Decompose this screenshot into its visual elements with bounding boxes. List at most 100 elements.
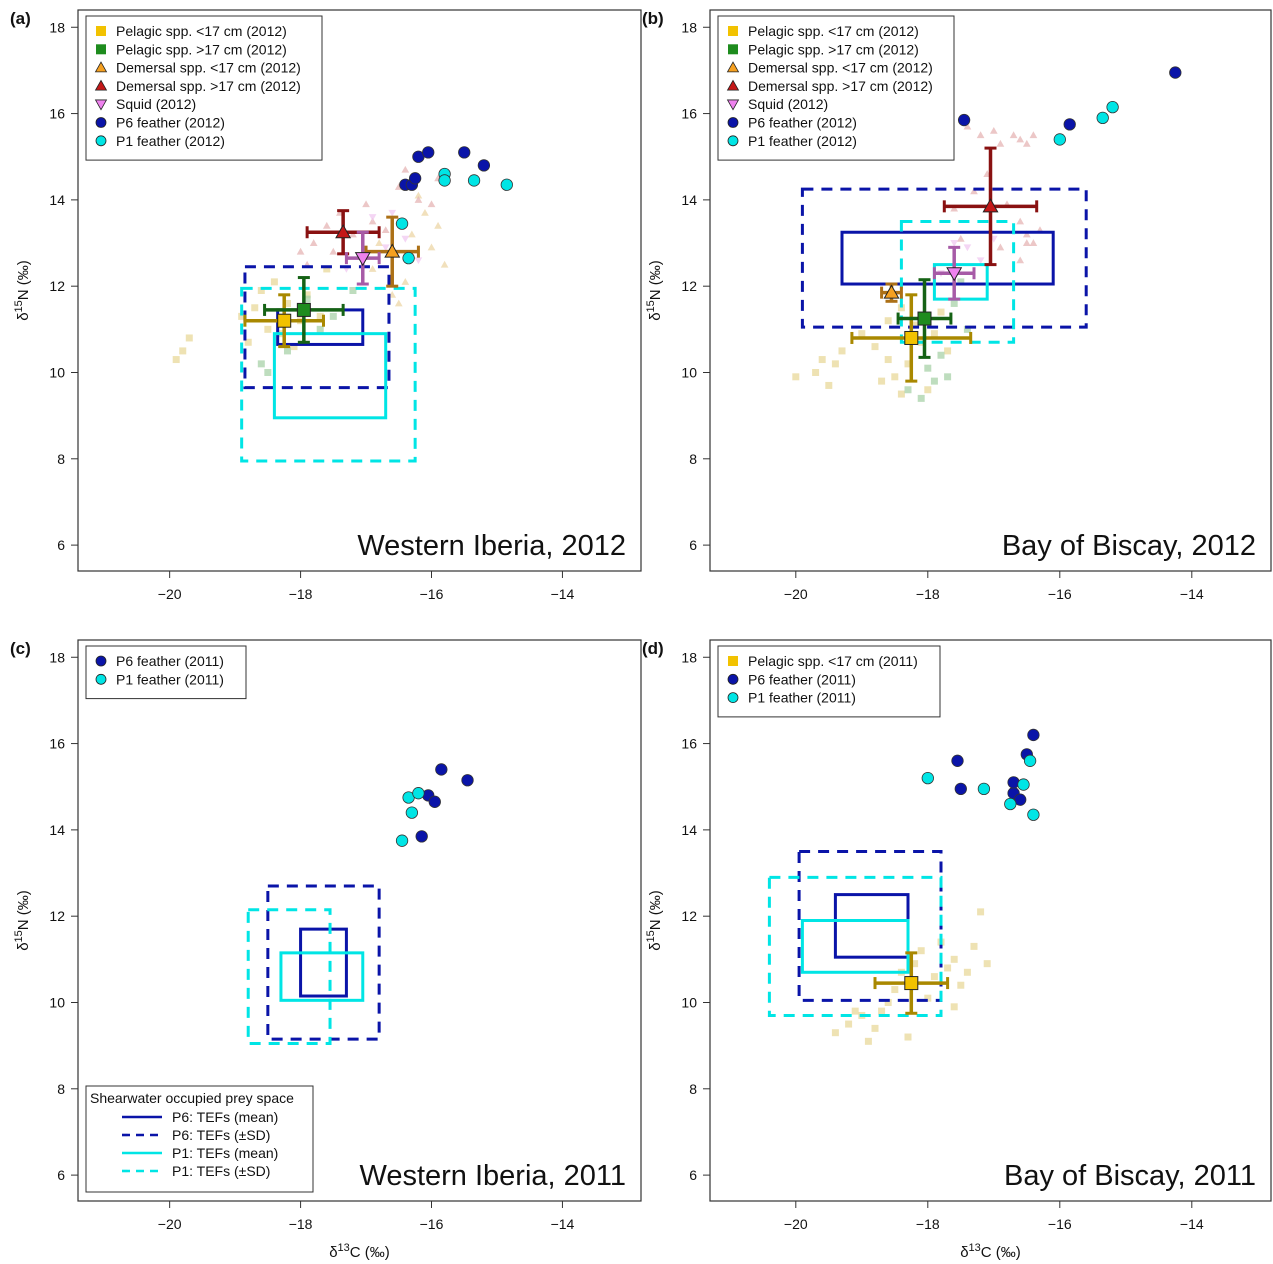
group-mean-marker [883,284,900,299]
raw-point [270,278,278,286]
raw-point [897,304,905,312]
raw-point [1016,217,1025,225]
raw-point [316,325,324,333]
legend-marker [726,61,740,73]
legend-box [717,645,941,718]
legend-label: P1 feather (2012) [116,133,225,149]
x-tick-label: −14 [551,586,575,602]
x-tick-label: −20 [158,1216,182,1232]
raw-point [957,981,965,989]
feather-point [422,146,435,159]
raw-point [368,265,377,272]
raw-point [891,986,899,994]
panel-b: (b) 6 8 10 12 14 16 18 −20 −18 −16 −14 δ15N (‰) Pelag… [642,9,1272,602]
x-tick-label: −16 [420,586,444,602]
y-tick-label: 14 [49,192,65,208]
feather-point [1096,111,1109,125]
feather-point [412,787,425,800]
feather-point [428,795,441,808]
y-tick-label: 6 [57,1167,65,1183]
legend-marker [726,99,740,111]
x-tick-label: −16 [420,1216,444,1232]
raw-point [917,947,925,955]
x-tick-label: −18 [289,1216,313,1232]
group-mean-marker [335,224,352,239]
feather-point [1017,778,1030,791]
y-tick-label: 8 [689,1081,697,1097]
plot-frame [77,9,642,572]
tef-mean-box [800,919,910,974]
raw-point [904,386,912,394]
panel-label: (b) [642,9,664,28]
raw-point [427,243,436,251]
panel-d: (d) 6 8 10 12 14 16 18 −20 −18 −16 −14 δ15N (‰) δ13C … [642,639,1272,1261]
x-axis-label: δ13C (‰) [329,1242,390,1261]
raw-point [172,356,180,364]
raw-point [381,244,390,252]
raw-point [963,244,972,252]
feather-point [1023,754,1037,767]
raw-point [858,330,866,338]
y-tick-label: 10 [49,994,65,1010]
raw-point [956,234,965,242]
raw-point [257,360,265,368]
feather-point [1053,133,1066,146]
raw-point [434,221,442,229]
y-tick-label: 12 [681,278,697,294]
plot-frame [709,9,1272,572]
raw-point [897,390,905,398]
raw-point [976,131,985,139]
tef-sd-box [767,875,943,1017]
raw-point [891,373,899,381]
group-mean-marker [946,267,963,282]
legend-marker [94,79,108,91]
legend-marker [728,656,738,666]
tef-sd-box [800,187,1088,329]
feather-point [477,159,491,172]
group-mean-marker [384,243,401,258]
plot-frame [77,639,642,1202]
raw-point [884,317,892,325]
y-tick-label: 14 [681,822,697,838]
tef-mean-box [932,263,989,301]
feather-point [1169,66,1182,79]
raw-point [283,299,291,307]
raw-point [818,356,826,364]
raw-point [401,278,410,285]
feather-point [1027,808,1040,821]
tef-mean-box [840,230,1055,286]
legend2-label: P6: TEFs (mean) [172,1109,278,1125]
group-mean-marker [277,313,292,328]
x-tick-label: −14 [551,1216,575,1232]
raw-point [911,321,919,329]
raw-point [944,964,952,972]
feather-point [951,754,964,767]
tef-mean-box [272,332,388,420]
y-tick-label: 10 [49,364,65,380]
raw-point [244,338,252,346]
legend-marker [95,117,107,128]
tef-sd-box [797,849,943,1002]
legend-marker [94,99,108,111]
y-tick-label: 14 [681,192,697,208]
panel-c: (c) 6 8 10 12 14 16 18 −20 −18 −16 −14 δ15N (‰) δ13C … [10,639,642,1261]
y-tick-label: 18 [681,649,697,665]
raw-point [316,312,324,320]
y-tick-label: 16 [49,106,65,122]
raw-point [1022,230,1031,238]
raw-point [878,377,886,385]
legend-marker [728,44,738,55]
y-tick-label: 6 [57,537,65,553]
y-axis-label: δ15N (‰) [13,890,32,951]
raw-point [309,239,318,247]
feather-point [1007,776,1020,789]
feather-point [461,774,474,787]
y-axis-label: δ15N (‰) [645,260,664,321]
raw-point [401,235,410,243]
x-tick-label: −18 [289,586,313,602]
y-tick-label: 16 [681,736,697,752]
tef-mean-box [279,951,365,1002]
legend-label: Squid (2012) [748,96,828,112]
y-tick-label: 8 [689,451,697,467]
x-tick-label: −16 [1048,586,1072,602]
